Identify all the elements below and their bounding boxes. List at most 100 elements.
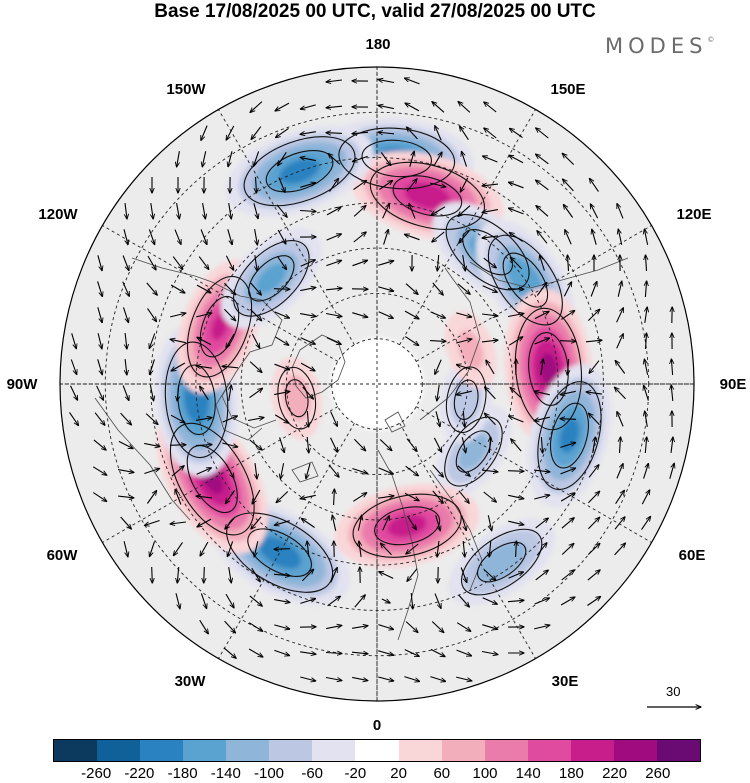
wind-arrow (69, 412, 79, 425)
wind-arrow (93, 439, 106, 450)
wind-arrow (144, 442, 160, 446)
wind-arrow (407, 568, 418, 582)
wind-arrow (405, 234, 420, 241)
wind-arrow (509, 233, 524, 242)
contour-line (453, 379, 479, 420)
wind-arrow (618, 229, 623, 245)
wind-arrow (250, 282, 262, 295)
contour-line (460, 528, 543, 596)
wind-arrow (197, 518, 212, 527)
wind-arrow (196, 284, 211, 293)
colorbar-tick-label: 140 (515, 765, 541, 782)
colorbar-segment (140, 740, 184, 761)
wind-arrow (616, 464, 623, 479)
anomaly-neg-europe-contours (460, 528, 543, 596)
wind-arrow (432, 282, 443, 295)
wind-arrow (641, 516, 651, 530)
wind-arrow (326, 80, 342, 82)
colorbar-segment (570, 740, 614, 761)
wind-arrow (251, 516, 262, 529)
wind-arrow (97, 333, 102, 349)
wind-arrow (352, 626, 368, 629)
wind-arrow (484, 128, 497, 139)
wind-arrow (511, 439, 522, 452)
wind-arrow (645, 307, 647, 323)
wind-arrow (561, 544, 574, 555)
wind-arrow (276, 491, 289, 503)
wind-arrow (587, 570, 600, 581)
wind-arrow (352, 676, 368, 680)
wind-arrow (483, 257, 497, 268)
wind-arrow (406, 438, 417, 452)
wind-arrow (352, 260, 368, 267)
colorbar-tick-label: 180 (558, 765, 584, 782)
wind-arrow (256, 176, 257, 193)
wind-arrow (489, 437, 490, 454)
wind-arrow (430, 676, 445, 682)
lon-label-60w: 60W (46, 547, 78, 564)
wind-arrow (456, 339, 472, 344)
wind-arrow (300, 183, 315, 188)
canada-arctic-coast (211, 281, 283, 429)
wind-arrow (97, 281, 103, 296)
anomaly-band (458, 433, 489, 470)
wind-arrow (177, 566, 178, 583)
anomaly-band (256, 263, 287, 294)
wind-arrow (251, 126, 262, 140)
wind-arrow (644, 229, 649, 245)
wind-arrow (379, 572, 394, 579)
wind-arrow (94, 412, 105, 426)
wind-arrow (326, 260, 341, 267)
wind-arrow (169, 445, 186, 446)
hudson-bay-coast (215, 381, 263, 441)
colorbar-segment (226, 740, 270, 761)
wind-arrow (378, 467, 394, 474)
wind-arrow (300, 599, 315, 604)
colorbar-segment (183, 740, 227, 761)
wind-arrow (274, 311, 290, 318)
wind-arrow (406, 179, 417, 192)
wind-arrow (172, 256, 183, 270)
wind-arrow (378, 496, 394, 498)
anomaly-neg-central-asia-contours (537, 381, 602, 491)
wind-arrow (456, 365, 472, 370)
wind-arrow (204, 566, 205, 583)
contour-line (445, 366, 487, 434)
modes-logo: MODES© (605, 34, 714, 58)
wind-arrow (147, 308, 157, 321)
wind-arrow (300, 676, 315, 681)
colorbar-segment (484, 740, 528, 761)
wind-arrow (249, 622, 262, 632)
wind-arrow (404, 310, 419, 319)
wind-arrow (437, 540, 439, 557)
colorbar-segment (355, 740, 399, 761)
wind-arrow (227, 229, 232, 244)
wind-arrow (536, 154, 549, 165)
wind-arrow (587, 597, 600, 606)
wind-arrow (589, 413, 600, 426)
wind-arrow (433, 152, 442, 167)
wind-arrow (378, 132, 395, 134)
wind-arrow (405, 465, 419, 476)
wind-arrow (456, 390, 472, 395)
wind-arrow (174, 229, 181, 245)
wind-arrow (146, 491, 156, 504)
wind-arrow (560, 493, 575, 502)
wind-arrow (435, 411, 440, 426)
wind-arrow (484, 102, 497, 113)
wind-arrow (378, 624, 393, 630)
wind-arrow (196, 366, 212, 368)
wind-arrow (643, 463, 649, 479)
wind-arrow (325, 676, 342, 681)
wind-arrow (225, 463, 234, 478)
wind-arrow (255, 463, 257, 479)
wind-arrow (560, 597, 575, 606)
wind-arrow (326, 234, 342, 241)
wind-arrow (541, 436, 542, 453)
wind-arrow (226, 490, 235, 503)
wind-arrow (330, 411, 338, 427)
wind-arrow (148, 229, 154, 244)
wind-arrow (458, 490, 469, 503)
wind-arrow (516, 541, 517, 558)
wind-arrow (149, 333, 156, 349)
